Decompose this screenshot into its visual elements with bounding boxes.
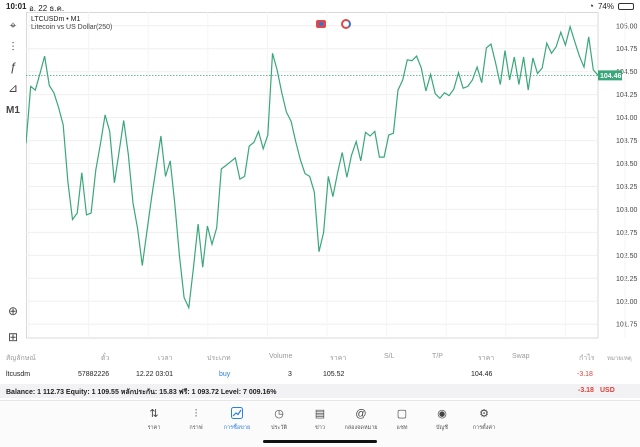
y-tick-label: 103.75 (616, 138, 638, 145)
status-right: ◔ 74% (589, 1, 634, 11)
trade-icon (217, 407, 257, 421)
quotes-icon: ⇅ (149, 408, 159, 420)
y-tick-label: 102.75 (616, 230, 638, 237)
chart-type-icon[interactable]: ⫶ (11, 39, 15, 54)
tab-label: ประวัติ (270, 425, 288, 431)
positions-table: สัญลักษณ์ ตั๋ว เวลา ประเภท Volume ราคา S… (0, 348, 640, 398)
mailbox-icon: @ (355, 408, 367, 420)
balance-profit: -3.18 (578, 387, 594, 394)
col-open-price: ราคา (330, 355, 347, 362)
depth-of-market-icon[interactable] (341, 19, 351, 29)
y-tick-label: 104.50 (616, 69, 638, 76)
tab-news[interactable]: ▤ ข่าว (300, 407, 340, 432)
history-icon: ◷ (274, 408, 284, 420)
symbol-description: Litecoin vs US Dollar(250) (31, 24, 113, 31)
tab-mailbox[interactable]: @ กล่องจดหมาย (341, 407, 381, 432)
tab-trade[interactable]: การซื้อขาย (217, 407, 257, 432)
plot-frame (26, 12, 599, 339)
tab-label: ข่าว (315, 425, 325, 431)
indicators-icon[interactable]: ƒ (9, 60, 17, 74)
tab-accounts[interactable]: ◉ บัญชี (422, 407, 462, 432)
price-line (26, 24, 599, 310)
tab-bar: ⇅ ราคา ⫶ กราฟ การซื้อขาย ◷ ประวัติ ▤ ข่าว @ ก… (0, 400, 640, 447)
tab-quotes[interactable]: ⇅ ราคา (134, 407, 174, 432)
one-click-trading-icon[interactable] (316, 20, 326, 28)
tab-history[interactable]: ◷ ประวัติ (259, 407, 299, 432)
y-tick-label: 103.00 (616, 207, 638, 214)
y-tick-label: 103.25 (616, 184, 638, 191)
col-comment: หมายเหตุ (607, 356, 632, 362)
row-type: buy (219, 371, 231, 378)
y-tick-label: 102.50 (616, 253, 638, 260)
row-open-price: 105.52 (323, 371, 345, 378)
timeframe-button[interactable]: M1 (6, 104, 20, 116)
tab-label: การซื้อขาย (223, 425, 251, 431)
y-tick-label: 104.00 (616, 115, 638, 122)
y-tick-label: 101.75 (616, 322, 638, 329)
battery-icon (618, 2, 634, 10)
y-tick-label: 104.25 (616, 92, 638, 99)
chart-area[interactable]: 105.00 104.75 104.50 104.25 104.00 103.75 103.… (26, 12, 640, 342)
symbol-title: LTCUSDm • M1 (31, 16, 81, 23)
accounts-icon: ◉ (437, 408, 447, 420)
col-profit: กำไร (579, 355, 595, 362)
tab-chart[interactable]: ⫶ กราฟ (176, 407, 216, 432)
crosshair-icon[interactable]: ⌖ (9, 17, 17, 32)
current-price-tag (598, 70, 622, 81)
y-tick-label: 103.50 (616, 161, 638, 168)
objects-icon[interactable]: ⊿ (7, 81, 19, 95)
col-volume: Volume (269, 353, 293, 360)
col-swap: Swap (512, 353, 530, 360)
balance-currency: USD (600, 387, 615, 394)
y-tick-label: 102.25 (616, 276, 638, 283)
price-chart[interactable]: 105.00 104.75 104.50 104.25 104.00 103.75 103.… (26, 12, 640, 342)
tab-label: กล่องจดหมาย (344, 425, 378, 431)
status-bar: 10:01 อ. 22 ธ.ค. ◔ 74% (0, 0, 640, 13)
col-symbol: สัญลักษณ์ (6, 355, 36, 362)
zoom-icon[interactable]: ⊕ (7, 304, 19, 318)
row-symbol: ltcusdm (6, 371, 31, 378)
col-tp: T/P (432, 353, 443, 360)
col-time: เวลา (158, 355, 173, 362)
status-date: อ. 22 ธ.ค. (29, 4, 65, 13)
tab-chat[interactable]: ▢ แชท (382, 407, 422, 432)
y-tick-label: 104.75 (616, 46, 638, 53)
row-current-price: 104.46 (471, 371, 493, 378)
wifi-icon: ◔ (588, 1, 594, 11)
battery-percent: 74% (597, 1, 614, 11)
row-time: 12.22 03:01 (136, 371, 173, 378)
status-time: 10:01 (6, 2, 27, 11)
y-tick-label: 102.00 (616, 299, 638, 306)
tab-label: ราคา (147, 425, 161, 431)
tab-label: การตั้งค่า (472, 425, 496, 431)
home-indicator (263, 440, 377, 443)
col-sl: S/L (384, 353, 395, 360)
chart-icon: ⫶ (194, 408, 198, 420)
add-chart-icon[interactable]: ⊞ (7, 330, 19, 344)
settings-icon: ⚙ (479, 408, 489, 420)
tab-settings[interactable]: ⚙ การตั้งค่า (464, 407, 504, 432)
balance-bar: Balance: 1 112.73 Equity: 1 109.55 หลักป… (0, 384, 640, 398)
row-ticket: 57882226 (78, 371, 110, 378)
chat-icon: ▢ (396, 408, 408, 420)
current-price-label: 104.46 (600, 73, 622, 80)
chart-toolbar: ⌖ ⫶ ƒ ⊿ M1 ⊕ ⊞ (0, 12, 26, 345)
tab-label: กราฟ (189, 425, 203, 431)
y-tick-label: 105.00 (616, 23, 638, 30)
row-profit: -3.18 (577, 371, 593, 378)
news-icon: ▤ (314, 408, 326, 420)
balance-summary: Balance: 1 112.73 Equity: 1 109.55 หลักป… (6, 389, 277, 396)
tab-label: บัญชี (436, 425, 448, 431)
row-volume: 3 (288, 371, 292, 378)
col-type: ประเภท (207, 355, 231, 362)
tab-label: แชท (396, 425, 408, 431)
col-price: ราคา (478, 355, 495, 362)
col-ticket: ตั๋ว (101, 355, 110, 362)
